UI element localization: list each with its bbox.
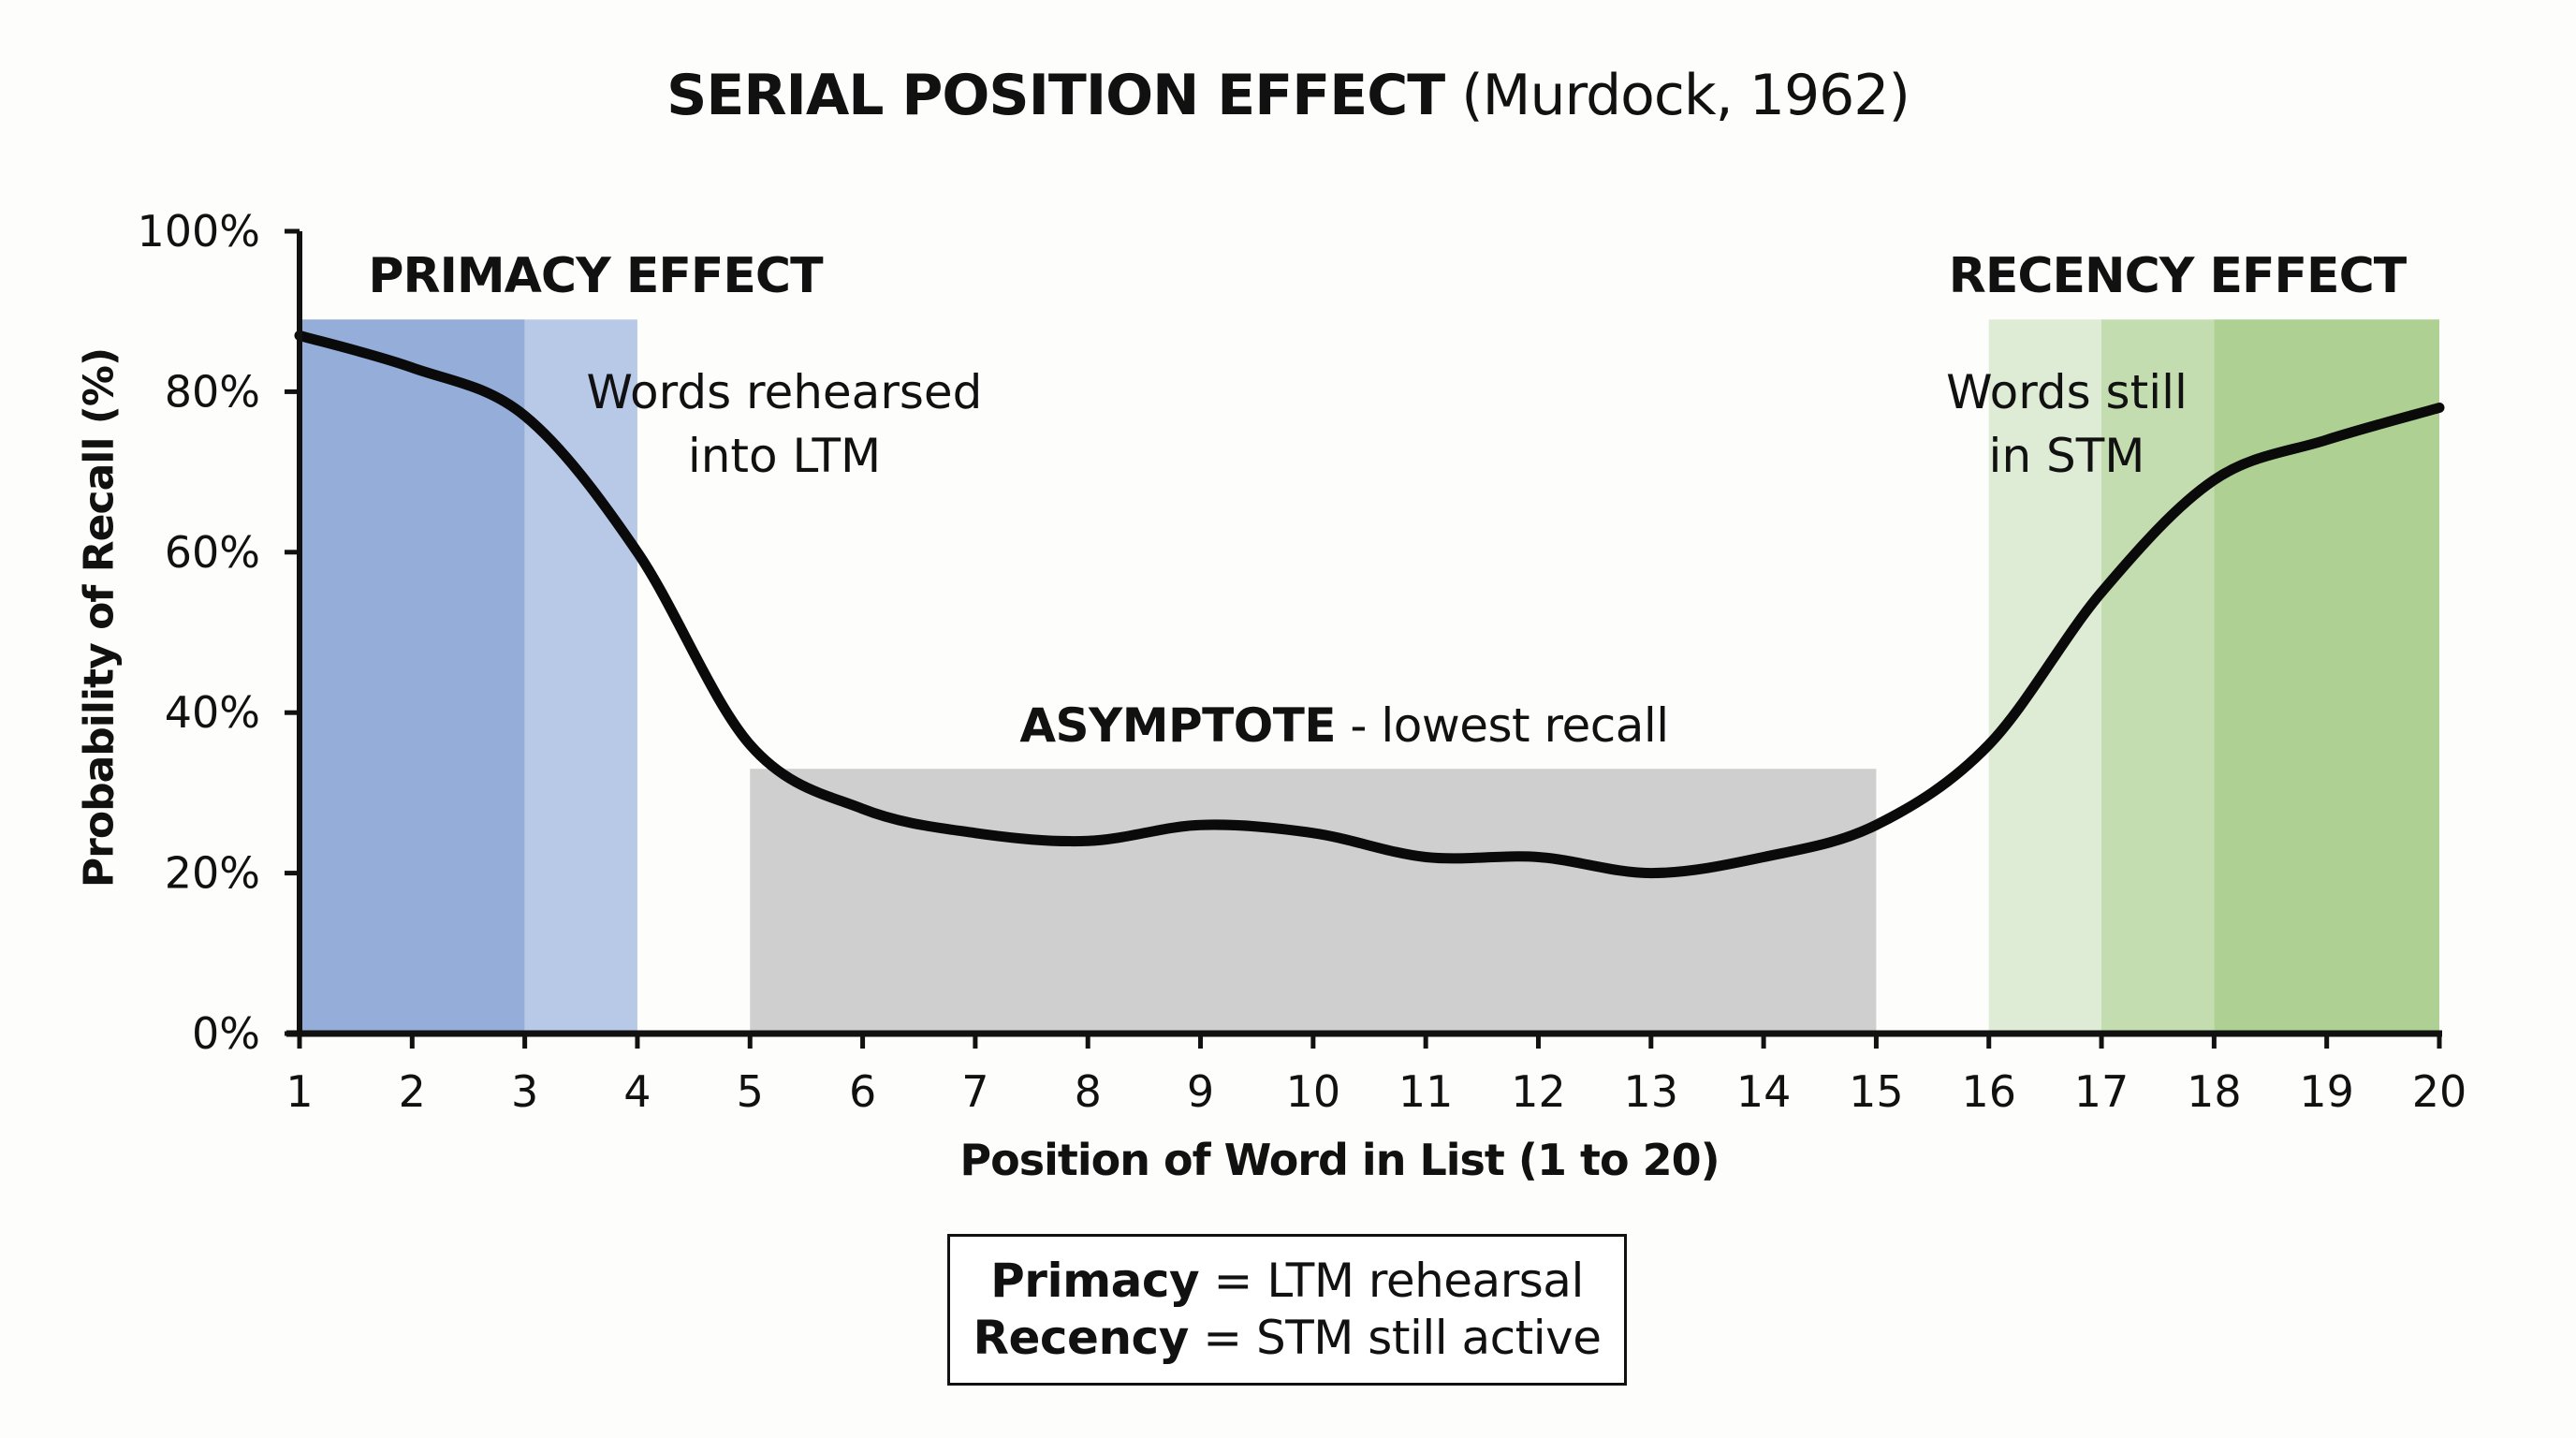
shaded-region-recency-strong: [2214, 319, 2439, 1034]
primacy-note-line2: into LTM: [688, 429, 881, 483]
shaded-region-recency-mid: [2101, 319, 2215, 1034]
y-tick-label: 60%: [165, 527, 260, 578]
legend-box: Primacy = LTM rehearsal Recency = STM st…: [947, 1234, 1627, 1386]
x-tick-label: 6: [849, 1066, 876, 1117]
x-tick-label: 12: [1511, 1066, 1566, 1117]
legend-primacy-desc: = LTM rehearsal: [1199, 1254, 1585, 1308]
legend-recency-term: Recency: [973, 1311, 1190, 1365]
x-tick-label: 13: [1624, 1066, 1679, 1117]
chart-title-main: SERIAL POSITION EFFECT: [666, 63, 1445, 128]
x-tick-label: 19: [2299, 1066, 2354, 1117]
recency-note-line2: in STM: [1989, 429, 2145, 483]
x-tick-label: 4: [623, 1066, 651, 1117]
asymptote-label-bold: ASYMPTOTE: [1019, 698, 1336, 753]
asymptote-label-rest: - lowest recall: [1336, 698, 1669, 753]
legend-recency: Recency = STM still active: [973, 1310, 1602, 1367]
x-tick-label: 1: [285, 1066, 313, 1117]
x-tick-label: 18: [2187, 1066, 2242, 1117]
y-tick-label: 100%: [137, 206, 260, 257]
x-tick-label: 20: [2412, 1066, 2467, 1117]
recall-curve: [294, 330, 2445, 879]
y-tick-label: 0%: [192, 1008, 260, 1059]
y-tick-label: 40%: [165, 687, 260, 738]
x-tick-label: 9: [1187, 1066, 1214, 1117]
recency-note-line1: Words still: [1946, 365, 2188, 419]
x-tick-label: 7: [961, 1066, 988, 1117]
x-tick-label: 11: [1398, 1066, 1454, 1117]
x-tick-label: 16: [1961, 1066, 2016, 1117]
x-tick-label: 15: [1849, 1066, 1904, 1117]
legend-primacy-term: Primacy: [990, 1254, 1200, 1308]
shaded-region-primacy-strong: [300, 319, 525, 1034]
y-tick-label: 80%: [165, 366, 260, 417]
annotations: PRIMACY EFFECT Words rehearsed into LTM …: [368, 248, 2408, 753]
chart-title: SERIAL POSITION EFFECT (Murdock, 1962): [0, 67, 2576, 124]
axes: 0%20%40%60%80%100%1 2 3 4 5 6 7 8 9 10 11 12 13 14 15 1…: [137, 206, 2466, 1117]
asymptote-label: ASYMPTOTE - lowest recall: [1019, 698, 1668, 753]
x-tick-label: 2: [399, 1066, 426, 1117]
x-tick-label: 3: [511, 1066, 538, 1117]
shaded-regions: [300, 319, 2439, 1034]
primacy-heading: PRIMACY EFFECT: [368, 248, 824, 304]
x-axis-label: Position of Word in List (1 to 20): [959, 1135, 1720, 1185]
recency-heading: RECENCY EFFECT: [1949, 248, 2408, 304]
legend-recency-desc: = STM still active: [1188, 1311, 1602, 1365]
x-tick-label: 5: [737, 1066, 764, 1117]
x-tick-label: 14: [1736, 1066, 1792, 1117]
shaded-region-asymptote: [750, 769, 1877, 1034]
y-tick-label: 20%: [165, 848, 260, 899]
primacy-note-line1: Words rehearsed: [587, 365, 983, 419]
x-tick-label: 8: [1075, 1066, 1102, 1117]
legend-primacy: Primacy = LTM rehearsal: [990, 1253, 1584, 1310]
chart-title-citation: (Murdock, 1962): [1444, 63, 1910, 128]
x-tick-label: 17: [2074, 1066, 2130, 1117]
x-tick-label: 10: [1286, 1066, 1341, 1117]
